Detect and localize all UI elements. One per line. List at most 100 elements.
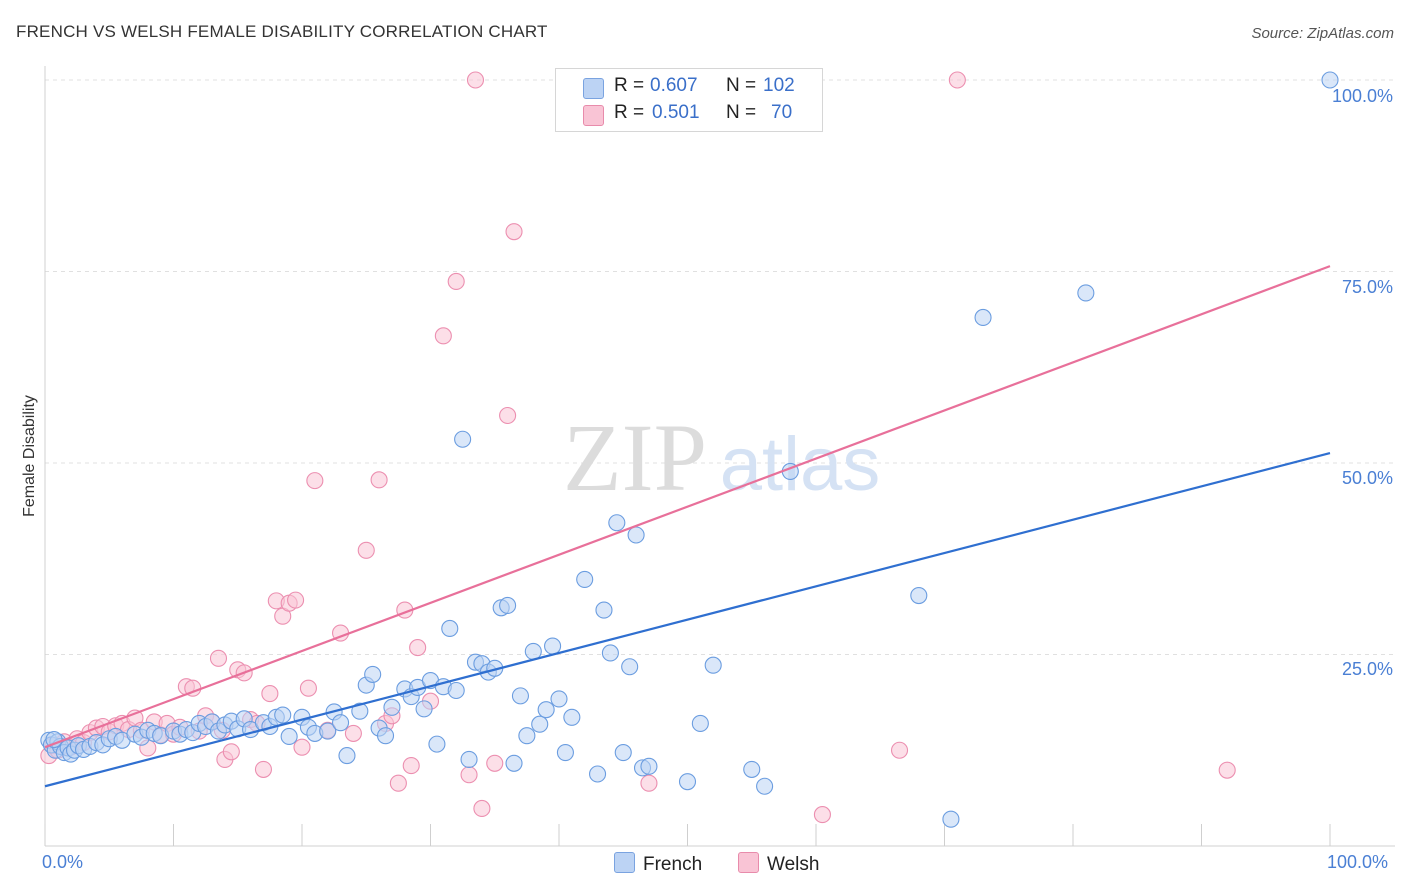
legend-n-value: 70	[771, 102, 793, 123]
welsh-point	[890, 741, 909, 759]
french-point	[550, 690, 568, 708]
welsh-point	[306, 472, 324, 490]
legend-r-label: R =	[614, 75, 645, 96]
welsh-point	[499, 406, 517, 425]
french-point	[531, 715, 549, 733]
french-point	[331, 714, 350, 732]
welsh-point	[287, 591, 305, 609]
french-point	[505, 754, 523, 772]
welsh-point	[357, 541, 375, 559]
french-point	[499, 596, 517, 615]
x-tick-label-max: 100.0%	[1327, 852, 1389, 872]
welsh-point	[640, 774, 658, 792]
french-point	[441, 619, 459, 638]
bottom-legend-welsh: Welsh	[738, 852, 819, 876]
legend-n-label: N =	[726, 75, 757, 96]
french-point	[338, 747, 356, 765]
y-tick-label-75: 75.0%	[1341, 277, 1393, 297]
french-point	[640, 757, 658, 775]
welsh-point	[473, 799, 491, 818]
legend-row-welsh: R = 0.501 N = 70	[556, 102, 822, 128]
axes	[44, 66, 1395, 847]
y-axis-label: Female Disability	[21, 395, 38, 517]
grid-lines	[45, 79, 1395, 655]
french-point	[45, 730, 63, 749]
french-point	[678, 773, 697, 791]
welsh-point	[261, 685, 279, 703]
legend-r-label: R =	[614, 102, 645, 123]
french-point	[704, 656, 722, 674]
legend-n-label: N =	[726, 102, 757, 123]
welsh-point	[434, 327, 452, 345]
french-point	[743, 760, 761, 778]
welsh-point	[209, 649, 228, 667]
french-point	[614, 743, 632, 762]
french-point	[576, 570, 594, 588]
watermark: ZIP atlas	[563, 404, 880, 511]
french-point	[563, 708, 581, 726]
french-point	[280, 727, 298, 746]
french-point	[274, 706, 292, 724]
welsh-point	[389, 774, 407, 792]
french-point	[601, 644, 619, 662]
french-point	[910, 586, 928, 605]
trend-lines	[44, 265, 1331, 788]
source-label: Source: ZipAtlas.com	[1251, 25, 1394, 42]
french-point	[364, 665, 382, 683]
welsh-point	[409, 639, 427, 657]
welsh-point	[447, 272, 465, 291]
french-point	[319, 722, 337, 740]
bottom-legend-swatch-french	[614, 852, 635, 873]
french-points	[40, 71, 1339, 828]
french-point	[544, 637, 562, 655]
french-point	[608, 514, 626, 532]
y-tick-label-50: 50.0%	[1341, 468, 1393, 488]
french-point	[627, 526, 645, 544]
correlation-legend: R = 0.607 N = 102 R = 0.501 N = 70	[555, 68, 823, 132]
welsh-point	[486, 754, 504, 772]
welsh-point	[460, 766, 478, 784]
french-point	[588, 765, 607, 783]
french-point	[1077, 284, 1095, 302]
legend-r-value: 0.607	[650, 75, 698, 96]
french-point	[383, 698, 401, 716]
french-point	[460, 750, 478, 768]
welsh-point	[402, 757, 420, 775]
y-tick-label-25: 25.0%	[1341, 659, 1393, 679]
x-tick-label-min: 0.0%	[42, 852, 84, 872]
bottom-legend-label-welsh: Welsh	[767, 854, 820, 875]
bottom-legend-label-french: French	[643, 854, 703, 875]
welsh-point	[370, 471, 388, 489]
french-point	[511, 687, 530, 705]
legend-r-value: 0.501	[652, 102, 700, 123]
welsh-point	[222, 743, 240, 761]
chart-title: FRENCH VS WELSH FEMALE DISABILITY CORREL…	[16, 22, 548, 41]
welsh-trend-line	[44, 265, 1331, 749]
welsh-point	[1218, 761, 1236, 779]
french-point	[454, 430, 472, 448]
french-point	[556, 743, 574, 762]
welsh-point	[813, 806, 831, 824]
french-point	[351, 702, 369, 720]
french-point	[621, 658, 639, 676]
bottom-legend-swatch-welsh	[738, 852, 759, 873]
watermark-zip: ZIP	[563, 404, 707, 511]
french-point	[376, 727, 395, 745]
legend-row-french: R = 0.607 N = 102	[556, 75, 822, 101]
welsh-point	[466, 71, 485, 89]
french-point	[518, 727, 536, 745]
legend-swatch-french	[583, 78, 604, 99]
french-point	[415, 700, 433, 718]
legend-n-value: 102	[763, 75, 795, 96]
french-point	[447, 681, 465, 700]
french-point	[524, 642, 542, 660]
french-point	[428, 735, 446, 753]
french-point	[1321, 71, 1339, 89]
legend-swatch-welsh	[583, 105, 604, 126]
welsh-point	[293, 738, 311, 756]
french-trend-line	[44, 451, 1331, 788]
welsh-point	[344, 724, 362, 742]
welsh-point	[254, 760, 273, 778]
bottom-legend-french: French	[614, 852, 702, 876]
